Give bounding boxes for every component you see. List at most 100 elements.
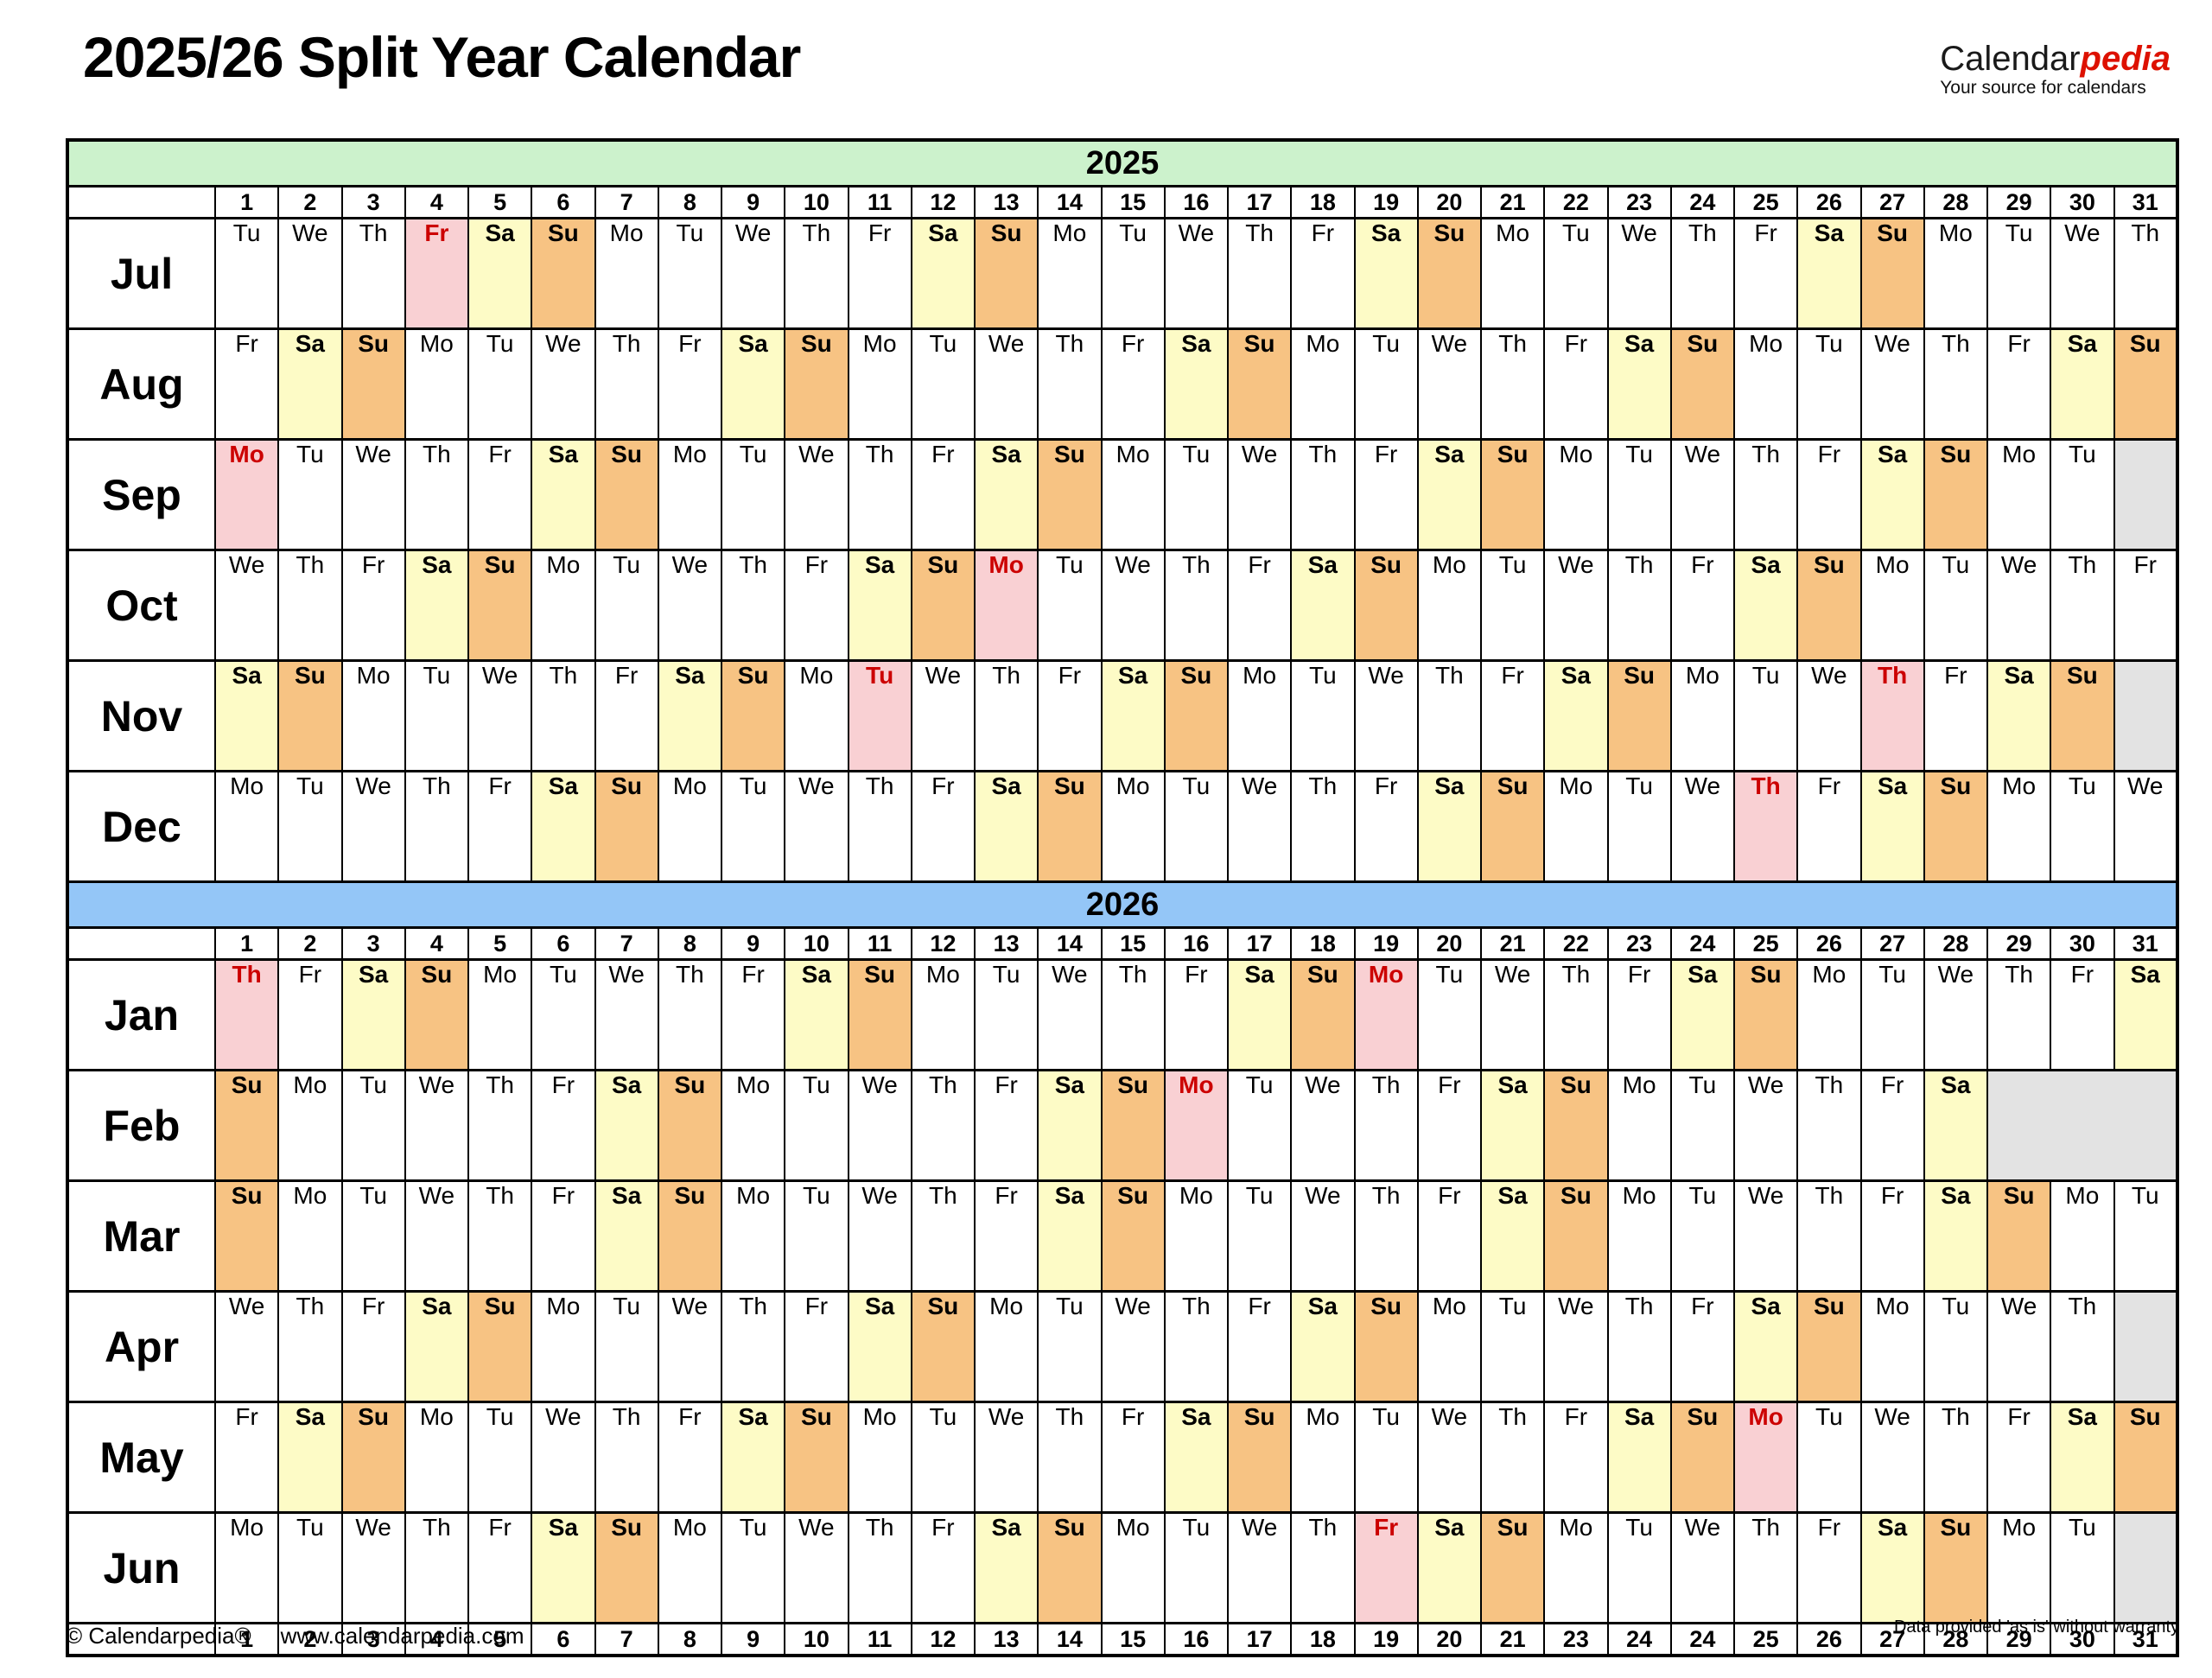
day-number-cell: 10 <box>784 185 849 219</box>
day-cell-apr-19: Su <box>1353 1290 1419 1403</box>
day-cell-mar-7: Sa <box>594 1179 659 1293</box>
day-number-cell: 14 <box>1037 926 1103 961</box>
day-cell-aug-20: We <box>1416 327 1483 441</box>
day-cell-mar-6: Fr <box>531 1179 596 1293</box>
day-cell-apr-1: We <box>213 1290 280 1403</box>
day-cell-oct-4: Sa <box>404 549 470 662</box>
day-cell-jan-29: Th <box>1986 958 2052 1071</box>
day-cell-feb-20: Fr <box>1416 1069 1483 1182</box>
day-number-cell: 3 <box>340 1622 406 1657</box>
day-cell-aug-31: Su <box>2113 327 2178 441</box>
day-number-cell: 8 <box>657 185 723 219</box>
month-label-sep: Sep <box>67 438 216 551</box>
day-cell-oct-11: Sa <box>847 549 912 662</box>
day-number-cell: 24 <box>1606 1622 1672 1657</box>
day-cell-apr-3: Fr <box>340 1290 406 1403</box>
day-cell-aug-15: Fr <box>1100 327 1166 441</box>
day-cell-feb-21: Sa <box>1479 1069 1546 1182</box>
footer-url-link[interactable]: www.calendarpedia.com <box>280 1623 524 1649</box>
day-cell-jun-27: Sa <box>1859 1511 1925 1624</box>
day-cell-jul-14: Mo <box>1037 217 1103 330</box>
day-cell-jan-10: Sa <box>784 958 849 1071</box>
day-cell-dec-28: Su <box>1923 770 1989 883</box>
day-cell-jun-13: Sa <box>973 1511 1039 1624</box>
day-cell-jun-1: Mo <box>213 1511 280 1624</box>
day-cell-feb-18: We <box>1290 1069 1356 1182</box>
day-cell-mar-25: We <box>1732 1179 1799 1293</box>
day-cell-may-27: We <box>1859 1401 1925 1514</box>
day-cell-dec-13: Sa <box>973 770 1039 883</box>
day-cell-jul-15: Tu <box>1100 217 1166 330</box>
day-cell-may-15: Fr <box>1100 1401 1166 1514</box>
day-cell-mar-20: Fr <box>1416 1179 1483 1293</box>
day-cell-jul-19: Sa <box>1353 217 1419 330</box>
day-cell-aug-14: Th <box>1037 327 1103 441</box>
day-cell-nov-22: Sa <box>1543 659 1609 772</box>
day-cell-nov-19: We <box>1353 659 1419 772</box>
day-cell-jun-21: Su <box>1479 1511 1546 1624</box>
day-cell-aug-30: Sa <box>2050 327 2115 441</box>
footer-left: © Calendarpedia® www.calendarpedia.com <box>66 1623 524 1649</box>
day-cell-oct-8: We <box>657 549 723 662</box>
month-row-jul: Jul Tu We Th Fr Sa Su Mo Tu We Th Fr Sa Su Mo Tu We Th Fr S… <box>67 217 2178 330</box>
day-number-cell: 17 <box>1226 185 1293 219</box>
empty-overflow-cell-nov <box>2113 659 2178 772</box>
day-cell-feb-16: Mo <box>1163 1069 1230 1182</box>
day-cell-aug-17: Su <box>1226 327 1293 441</box>
day-cell-sep-6: Sa <box>531 438 596 551</box>
day-cell-jan-24: Sa <box>1669 958 1736 1071</box>
day-cell-nov-16: Su <box>1163 659 1230 772</box>
day-cell-aug-25: Mo <box>1732 327 1799 441</box>
day-cell-dec-9: Tu <box>720 770 786 883</box>
day-cell-sep-28: Su <box>1923 438 1989 551</box>
day-cell-sep-10: We <box>784 438 849 551</box>
day-number-cell: 12 <box>910 1622 976 1657</box>
month-label-feb: Feb <box>67 1069 216 1182</box>
day-number-cell: 8 <box>657 926 723 961</box>
year-header-2026: 2026 <box>67 880 2178 929</box>
day-cell-aug-18: Mo <box>1290 327 1356 441</box>
day-cell-mar-11: We <box>847 1179 912 1293</box>
day-number-cell: 2 <box>277 1622 343 1657</box>
day-cell-aug-24: Su <box>1669 327 1736 441</box>
day-cell-oct-29: We <box>1986 549 2052 662</box>
day-cell-jun-10: We <box>784 1511 849 1624</box>
day-cell-nov-10: Mo <box>784 659 849 772</box>
day-cell-nov-26: We <box>1796 659 1862 772</box>
day-number-cell: 26 <box>1796 1622 1862 1657</box>
day-cell-aug-27: We <box>1859 327 1925 441</box>
month-row-aug: Aug Fr Sa Su Mo Tu We Th Fr Sa Su Mo Tu We Th Fr Sa Su Mo T… <box>67 327 2178 441</box>
day-cell-nov-11: Tu <box>847 659 912 772</box>
empty-overflow-cell-feb <box>1986 1069 2178 1182</box>
day-cell-may-11: Mo <box>847 1401 912 1514</box>
day-number-cell: 9 <box>720 185 786 219</box>
day-cell-oct-12: Su <box>910 549 976 662</box>
day-cell-apr-11: Sa <box>847 1290 912 1403</box>
day-cell-jul-24: Th <box>1669 217 1736 330</box>
day-cell-feb-26: Th <box>1796 1069 1862 1182</box>
day-number-cell: 6 <box>531 1622 596 1657</box>
calendar-container: 2025 1 2 3 4 5 6 7 8 9 10 11 12 13 14 15 16 17 18 19 20 21 22 2… <box>66 138 2179 1657</box>
day-number-cell: 1 <box>213 185 280 219</box>
day-cell-oct-9: Th <box>720 549 786 662</box>
day-cell-feb-2: Mo <box>277 1069 343 1182</box>
column-header-row-2025: 1 2 3 4 5 6 7 8 9 10 11 12 13 14 15 16 17 18 19 20 21 22 23 24 2… <box>67 185 2178 219</box>
day-cell-oct-2: Th <box>277 549 343 662</box>
day-cell-jul-29: Tu <box>1986 217 2052 330</box>
day-cell-apr-24: Fr <box>1669 1290 1736 1403</box>
empty-overflow-cell-sep <box>2113 438 2178 551</box>
day-cell-feb-24: Tu <box>1669 1069 1736 1182</box>
day-cell-jun-11: Th <box>847 1511 912 1624</box>
day-number-cell: 10 <box>784 926 849 961</box>
day-cell-jan-5: Mo <box>467 958 533 1071</box>
day-cell-jan-30: Fr <box>2050 958 2115 1071</box>
day-number-cell: 18 <box>1290 185 1356 219</box>
corner-cell <box>67 185 216 219</box>
day-cell-oct-26: Su <box>1796 549 1862 662</box>
day-cell-may-28: Th <box>1923 1401 1989 1514</box>
day-cell-apr-4: Sa <box>404 1290 470 1403</box>
day-cell-sep-14: Su <box>1037 438 1103 551</box>
day-cell-jul-11: Fr <box>847 217 912 330</box>
day-number-cell: 5 <box>467 185 533 219</box>
day-cell-apr-5: Su <box>467 1290 533 1403</box>
